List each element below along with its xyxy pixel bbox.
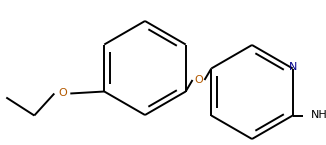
Text: NH₂: NH₂ (311, 110, 326, 120)
Text: N: N (289, 61, 297, 71)
Text: O: O (194, 75, 203, 85)
Text: O: O (58, 88, 67, 98)
